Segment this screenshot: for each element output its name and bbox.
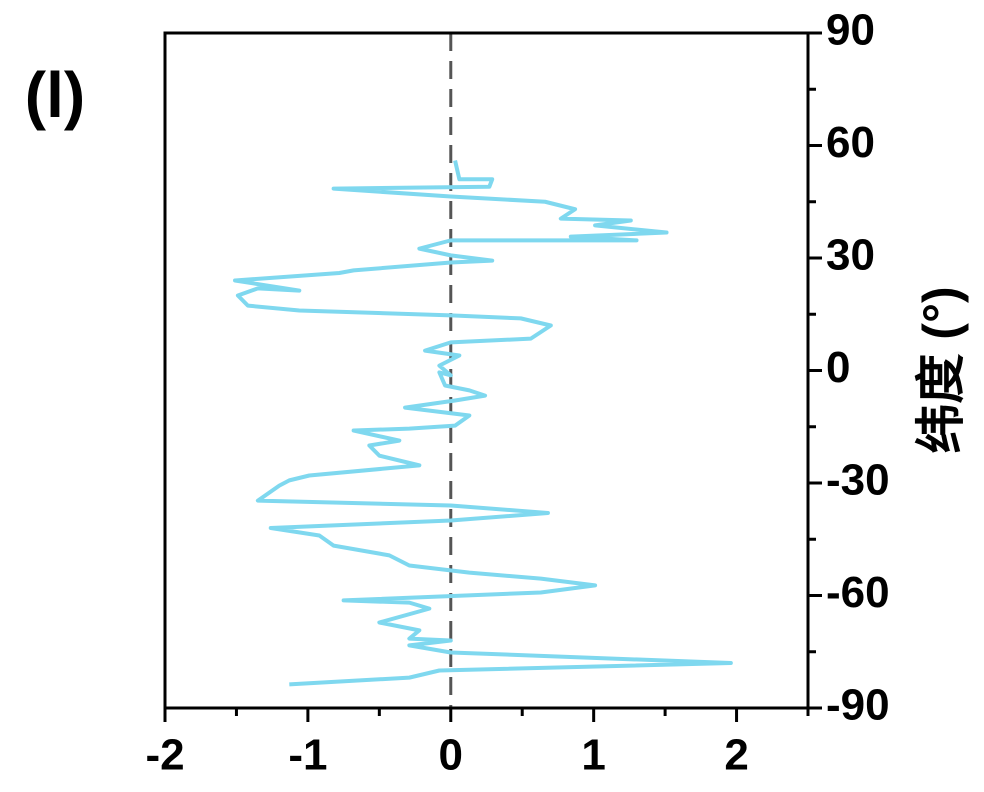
- y-axis-label: 纬度 (°): [913, 286, 969, 453]
- x-tick-label: 0: [439, 731, 463, 780]
- y-tick-label: 60: [826, 118, 875, 167]
- x-tick-label: 1: [581, 731, 605, 780]
- x-tick-label: -2: [145, 731, 184, 780]
- data-line: [233, 160, 733, 687]
- y-tick-label: -30: [826, 456, 890, 505]
- y-tick-label: 30: [826, 231, 875, 280]
- plot-frame: [163, 31, 810, 710]
- x-tick-label: 2: [724, 731, 748, 780]
- y-tick-label: 90: [826, 6, 875, 55]
- panel-label: (l): [25, 59, 85, 131]
- x-tick-label: -1: [288, 731, 327, 780]
- y-tick-label: -90: [826, 681, 890, 730]
- y-tick-label: 0: [826, 343, 850, 392]
- y-tick-label: -60: [826, 568, 890, 617]
